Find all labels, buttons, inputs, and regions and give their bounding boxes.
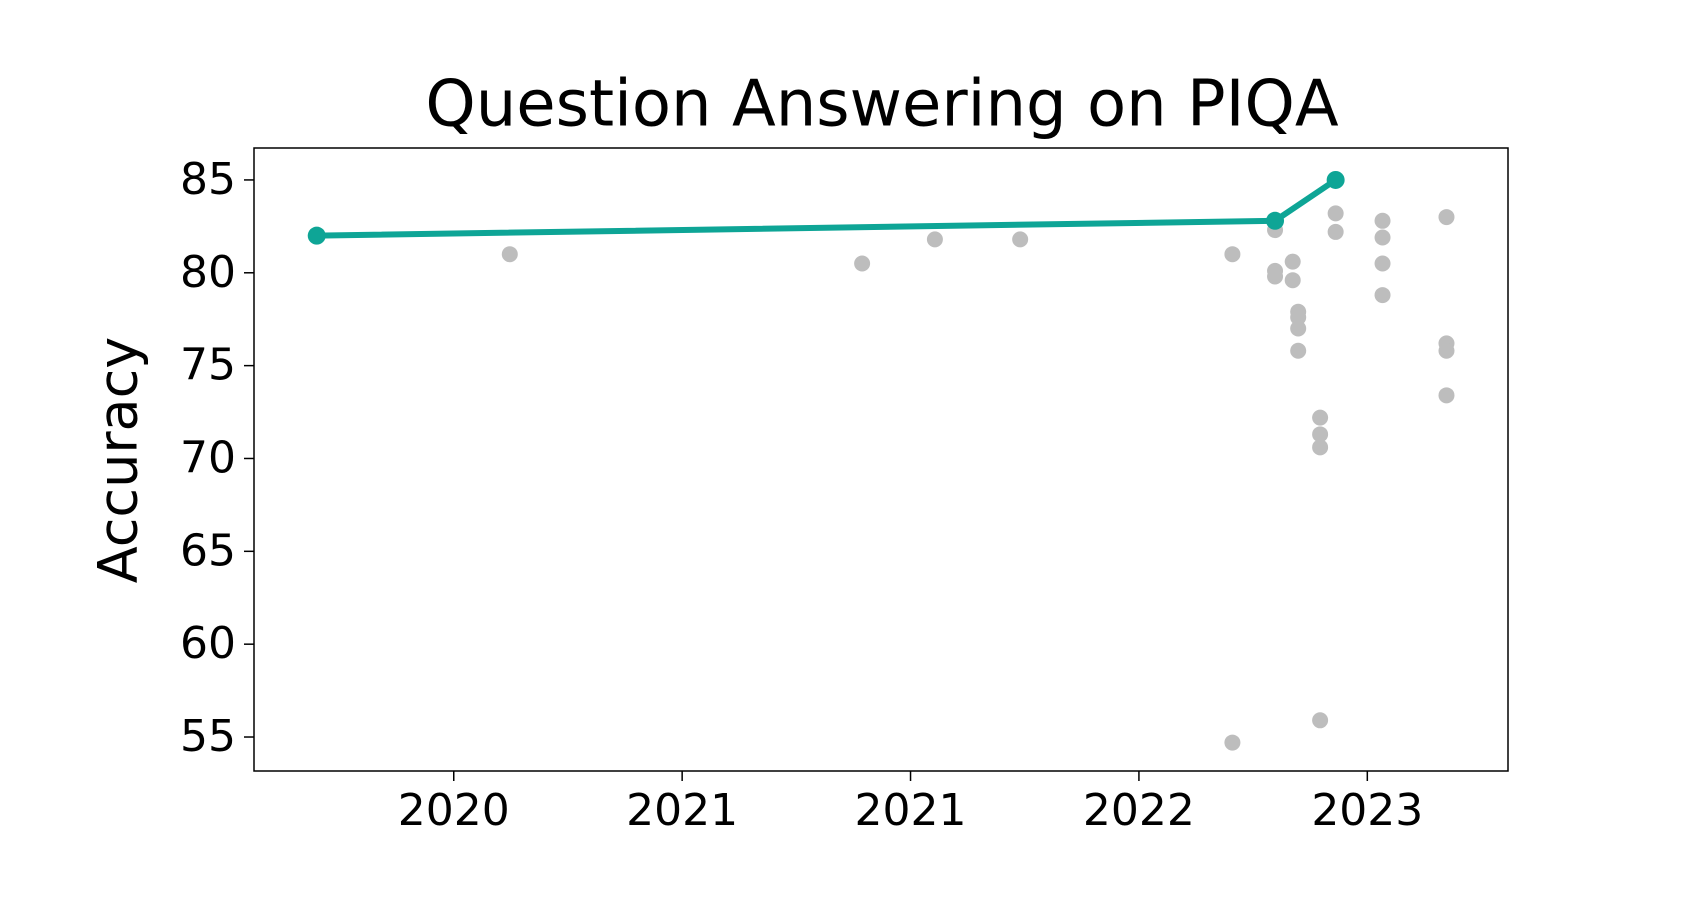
- point: [1290, 342, 1307, 359]
- point: [1438, 342, 1455, 359]
- point: [1284, 253, 1301, 270]
- point: [1438, 209, 1455, 226]
- x-tick-label: 2023: [1311, 785, 1423, 836]
- y-tick-label: 75: [180, 340, 236, 391]
- y-tick-label: 70: [180, 432, 236, 483]
- point: [1284, 272, 1301, 289]
- point: [1374, 212, 1391, 229]
- y-tick-label: 60: [180, 618, 236, 669]
- point: [1374, 287, 1391, 304]
- chart-title: Question Answering on PIQA: [425, 68, 1339, 142]
- point: [1290, 320, 1307, 337]
- frontier-point: [1266, 211, 1285, 230]
- frontier-point: [307, 226, 326, 245]
- y-tick-label: 85: [180, 154, 236, 205]
- point: [1224, 734, 1241, 751]
- frontier-point: [1326, 170, 1345, 189]
- point: [1374, 255, 1391, 272]
- x-tick-label: 2020: [398, 785, 510, 836]
- point: [1312, 439, 1329, 456]
- point: [1312, 409, 1329, 426]
- x-tick-label: 2021: [626, 785, 738, 836]
- plot-frame: [253, 147, 1509, 772]
- y-tick-label: 65: [180, 525, 236, 576]
- y-axis-label: Accuracy: [87, 337, 150, 584]
- point: [1312, 426, 1329, 443]
- point: [1012, 231, 1029, 248]
- y-tick-label: 80: [180, 247, 236, 298]
- point: [1290, 309, 1307, 326]
- point: [854, 255, 871, 272]
- point: [926, 231, 943, 248]
- point: [1267, 268, 1284, 285]
- point: [1312, 712, 1329, 729]
- point: [1374, 229, 1391, 246]
- x-tick-label: 2021: [855, 785, 967, 836]
- x-tick-label: 2022: [1083, 785, 1195, 836]
- point: [1327, 223, 1344, 240]
- point: [1327, 205, 1344, 222]
- point: [1224, 246, 1241, 263]
- y-tick-label: 55: [180, 711, 236, 762]
- point: [501, 246, 518, 263]
- point: [1438, 387, 1455, 404]
